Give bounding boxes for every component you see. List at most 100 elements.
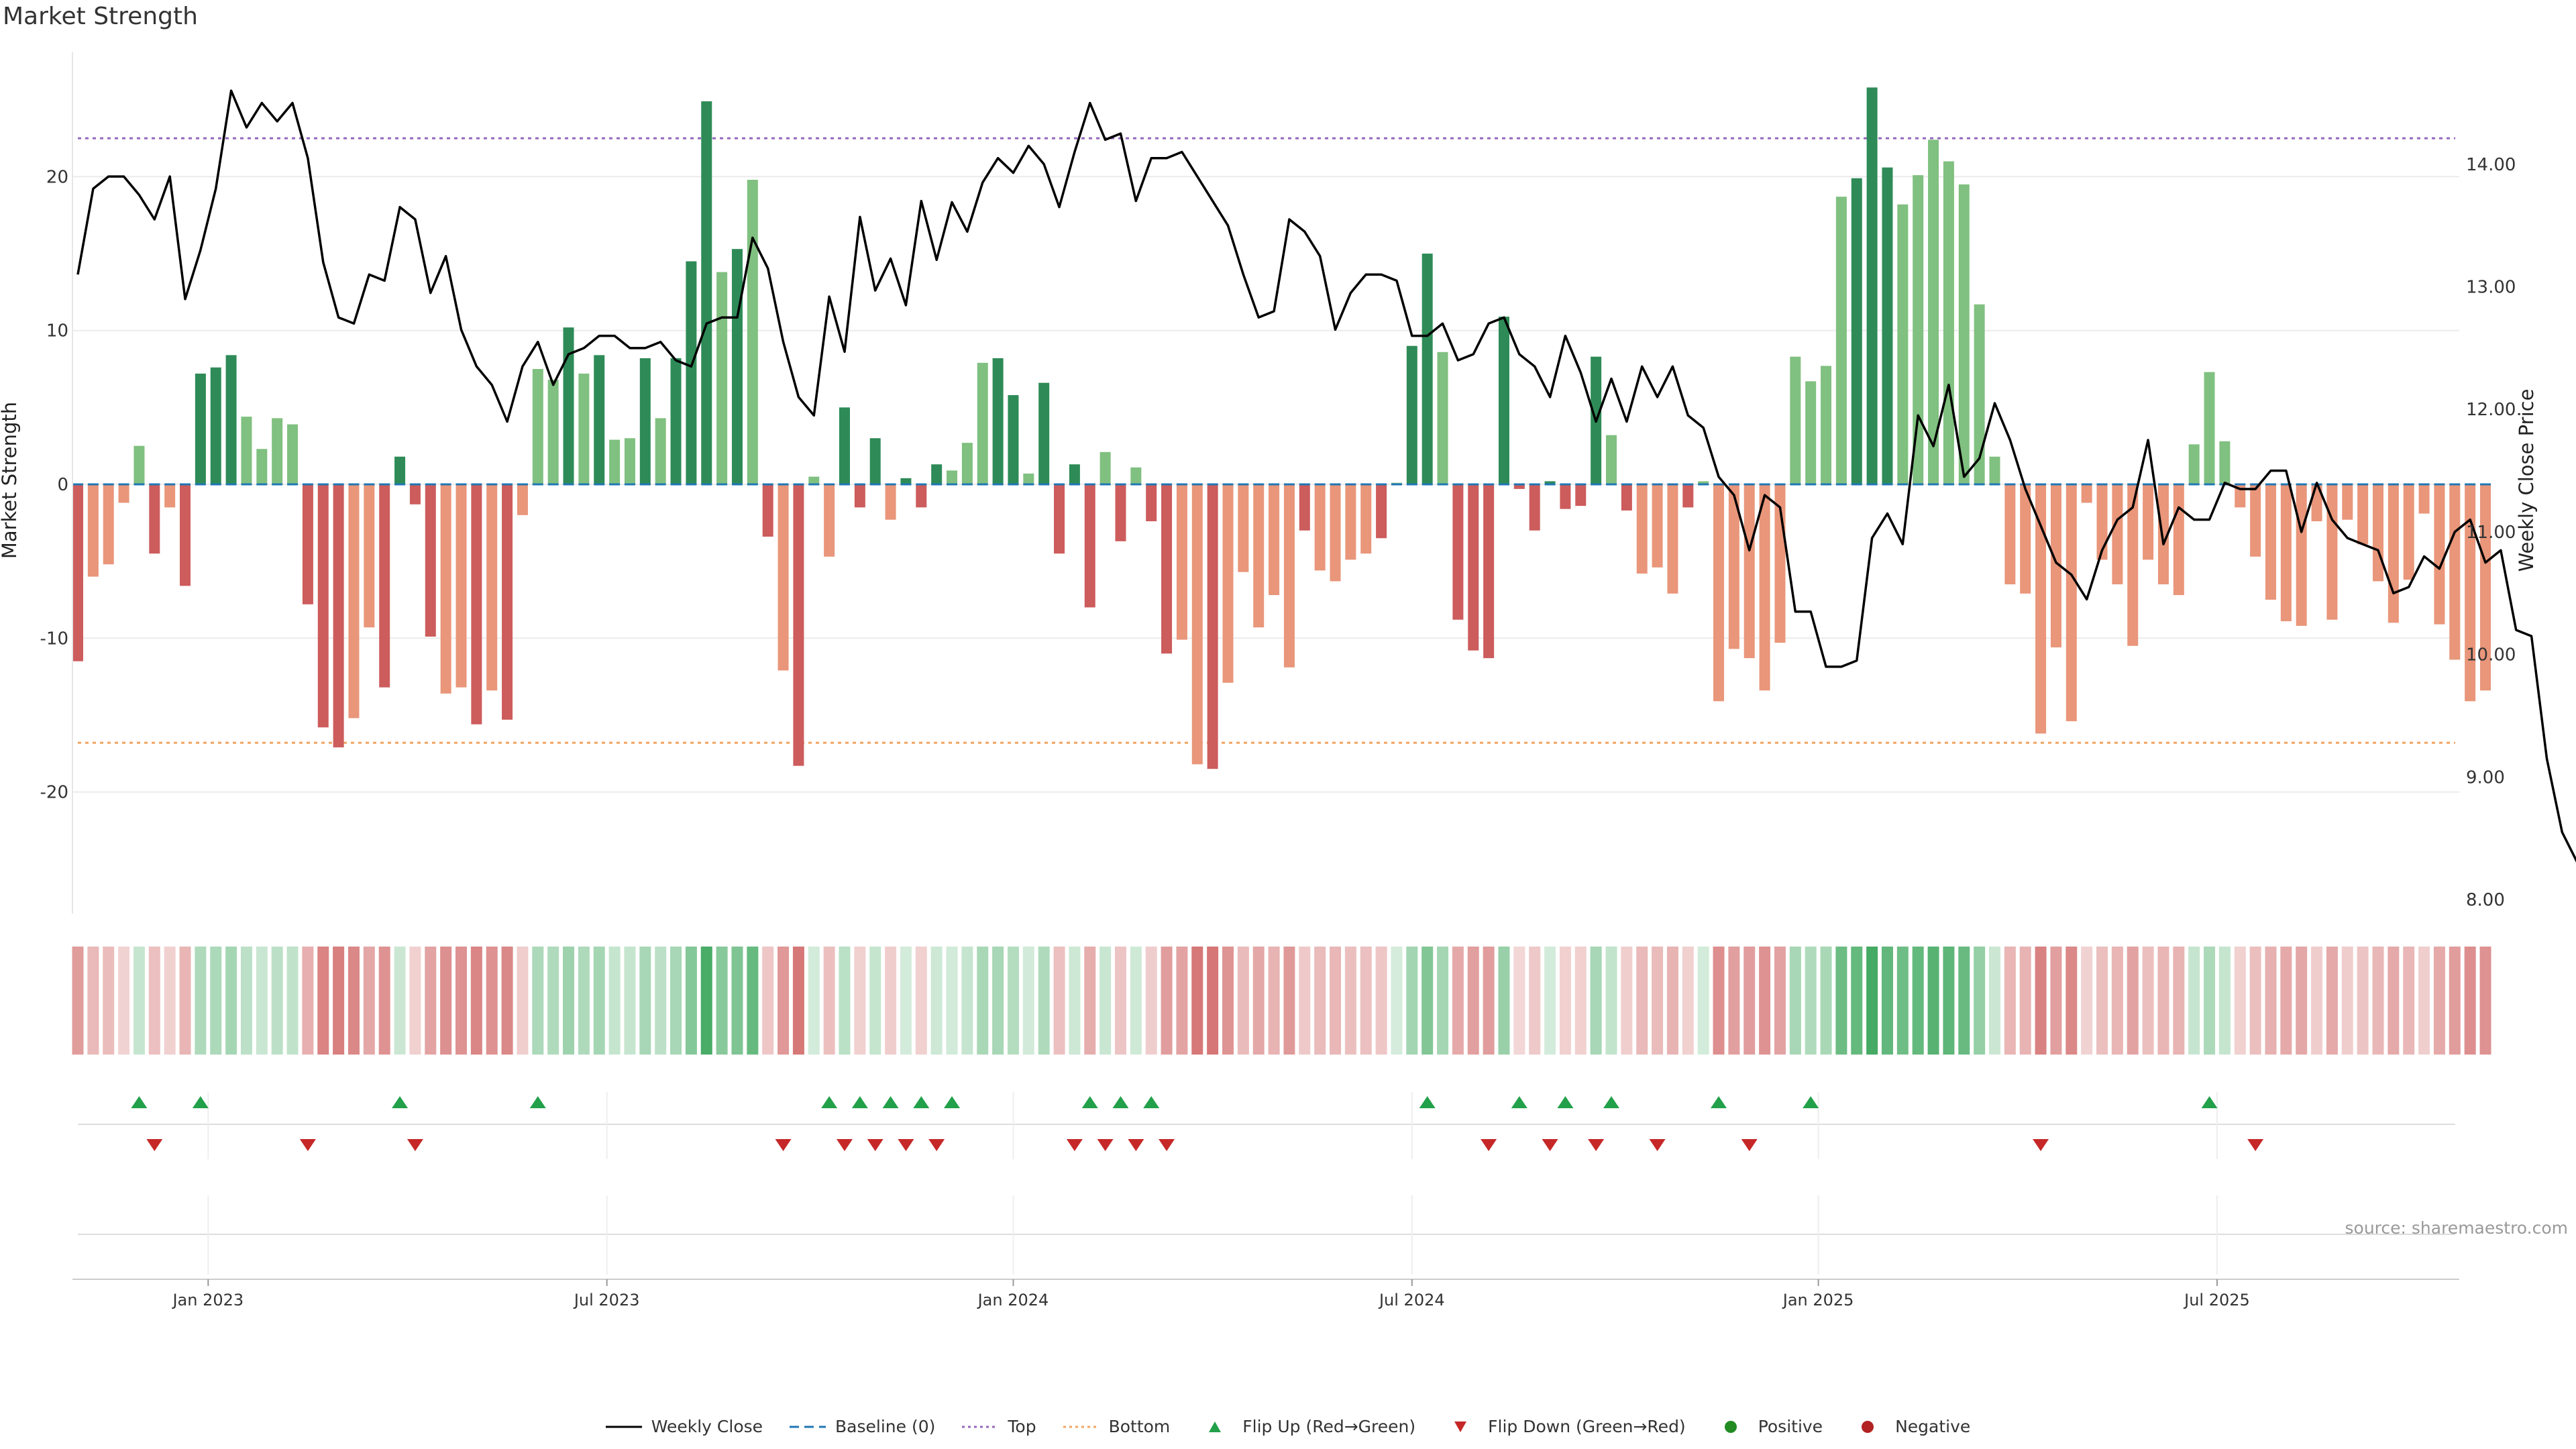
strength-bar [1621,484,1632,511]
heat-cell [1605,947,1617,1055]
strength-bar [916,484,927,508]
source-note: source: sharemaestro.com [2345,1218,2569,1238]
flip-up-marker [529,1096,546,1108]
flip-down-marker [1542,1139,1558,1151]
heat-cell [716,947,728,1055]
heat-cell [1666,947,1678,1055]
flip-down-marker [299,1139,316,1151]
heat-cell [1114,947,1126,1055]
flip-down-marker [1097,1139,1114,1151]
strength-bar [1759,484,1770,691]
strength-bar [1652,484,1663,568]
strength-bar [777,484,789,671]
strength-bar [1606,435,1617,484]
heat-cell [961,947,973,1055]
heat-cell [1927,947,1939,1055]
strength-bar [1376,484,1387,539]
heat-cell [148,947,160,1055]
heat-cell [164,947,176,1055]
chart-title: Market Strength [3,3,198,30]
strength-bar [2250,484,2261,557]
strength-bar [2387,484,2399,623]
dashed-line-icon [790,1426,826,1428]
heat-cell [1330,947,1342,1055]
flip-down-marker [898,1139,914,1151]
heat-cell [1697,947,1709,1055]
heat-cell [532,947,544,1055]
flip-down-marker [1649,1139,1666,1151]
flip-up-marker [1511,1096,1527,1108]
strength-bar [455,484,467,688]
strength-bar [2004,484,2016,585]
heat-cell [2311,947,2323,1055]
flip-up-marker [2201,1096,2218,1108]
strength-bar [103,484,114,565]
y2-tick-label: 12.00 [2466,400,2516,420]
heat-cell [133,947,145,1055]
strength-bar [1682,484,1694,508]
strength-bar [118,484,129,503]
heat-cell [470,947,482,1055]
heat-cell [885,947,897,1055]
flip-down-marker [867,1139,883,1151]
strength-bar [1575,484,1587,506]
heat-cell [1529,947,1541,1055]
strength-bar [547,380,559,484]
heat-cell [2372,947,2384,1055]
flip-down-marker [146,1139,163,1151]
strength-bar [502,484,513,720]
x-tick-label: Jan 2023 [171,1291,244,1309]
strength-bar [1560,484,1571,509]
strength-bar [409,484,421,504]
strength-bar [241,417,252,484]
heat-cell [1574,947,1587,1055]
heat-cell [2296,947,2308,1055]
y2-axis-label: Weekly Close Price [2515,389,2538,572]
strength-bar [1529,484,1540,531]
heat-cell [2464,947,2476,1055]
heat-cell [1943,947,1955,1055]
strength-bar [655,418,666,484]
heat-cell [317,947,329,1055]
strength-bar [1161,484,1173,654]
heat-cell [823,947,835,1055]
heat-cell [1452,947,1464,1055]
strength-bar [747,179,758,484]
strength-bar [302,484,313,604]
strength-bar [594,355,605,484]
strength-bar [348,484,360,718]
heat-cell [347,947,360,1055]
heat-cell [2111,947,2123,1055]
strength-bar [1360,484,1372,554]
strength-bar [701,101,712,485]
strength-bar [2465,484,2476,702]
strength-bar [793,484,804,766]
strength-bar [2373,484,2383,582]
x-tick-label: Jul 2024 [1378,1291,1445,1309]
heat-cell [1007,947,1019,1055]
solid-line-icon [605,1426,642,1428]
strength-bar [961,443,973,484]
flip-marker-panel [78,1092,2455,1275]
strength-bars [72,87,2491,769]
flip-down-marker [775,1139,792,1151]
strength-bar [1299,484,1310,531]
strength-bar [2449,484,2461,660]
heat-cell [1161,947,1173,1055]
heat-cell [1406,947,1418,1055]
strength-bar [1835,197,1847,484]
strength-bar [2434,484,2445,625]
strength-bar [2204,372,2215,484]
strength-bar [471,484,482,724]
flip-down-marker [1128,1139,1144,1151]
strength-bar [1330,484,1341,582]
heat-cell [517,947,529,1055]
heat-cell [2479,947,2491,1055]
heat-cell [1207,947,1219,1055]
strength-bar [133,445,145,484]
strength-bar [1406,345,1417,484]
heat-cell [854,947,866,1055]
strength-bar [563,327,574,484]
strength-bar [317,484,329,728]
heat-cell [1835,947,1847,1055]
